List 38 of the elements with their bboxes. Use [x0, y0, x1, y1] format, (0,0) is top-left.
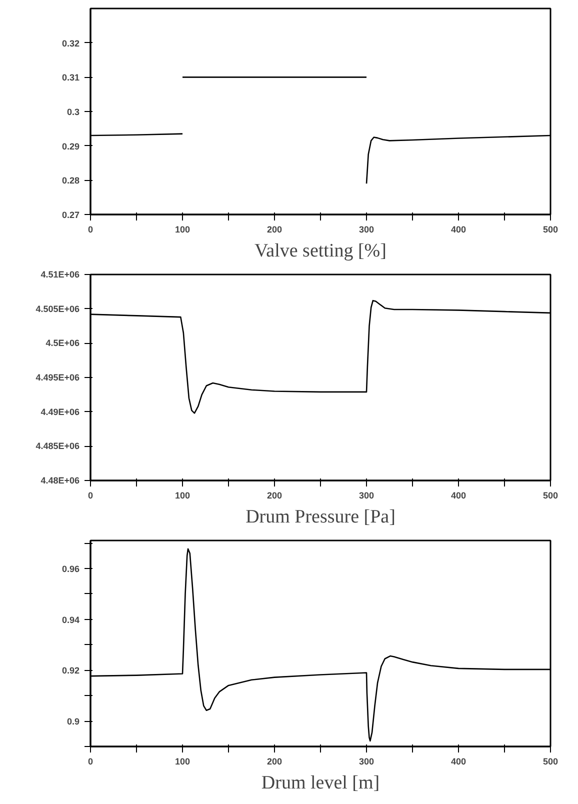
y-tick-label: 0.29: [62, 141, 80, 152]
x-tick-label: 300: [358, 490, 374, 500]
y-tick-label: 4.505E+06: [36, 304, 80, 314]
y-tick-label: 4.495E+06: [36, 372, 80, 382]
y-tick-label: 0.31: [62, 72, 80, 83]
x-tick-label: 0: [88, 756, 94, 766]
y-tick-label: 4.51E+06: [40, 270, 80, 280]
x-tick-label: 100: [174, 490, 190, 500]
x-axis-title: Drum Pressure [Pa]: [246, 506, 396, 528]
y-tick-label: 0.3: [66, 107, 80, 117]
x-tick-label: 500: [542, 224, 558, 234]
x-tick-label: 0: [88, 224, 94, 234]
x-tick-label: 400: [450, 756, 466, 766]
y-tick-label: 0.94: [62, 614, 80, 625]
x-axis-title: Valve setting [%]: [254, 240, 386, 262]
x-tick-label: 400: [450, 490, 466, 500]
x-tick-label: 500: [542, 490, 558, 500]
y-tick-label: 4.485E+06: [36, 441, 80, 452]
y-tick-label: 0.28: [62, 176, 80, 186]
x-tick-label: 200: [266, 224, 282, 234]
y-tick-label: 0.92: [62, 666, 80, 676]
x-tick-label: 200: [266, 490, 282, 500]
y-tick-label: 0.32: [62, 38, 80, 48]
y-tick-label: 0.96: [62, 564, 80, 574]
y-tick-label: 0.9: [66, 716, 80, 727]
y-tick-label: 4.49E+06: [40, 406, 80, 417]
x-axis-title: Drum level [m]: [261, 772, 380, 794]
x-tick-label: 400: [450, 224, 466, 234]
y-tick-label: 0.27: [62, 210, 80, 220]
x-tick-label: 100: [174, 756, 190, 766]
x-tick-label: 500: [542, 756, 558, 766]
x-tick-label: 300: [358, 756, 374, 766]
y-tick-label: 4.5E+06: [46, 338, 80, 348]
x-tick-label: 0: [88, 490, 94, 500]
y-tick-label: 4.48E+06: [40, 476, 80, 486]
x-tick-label: 300: [358, 224, 374, 234]
x-tick-label: 100: [174, 224, 190, 234]
x-tick-label: 200: [266, 756, 282, 766]
